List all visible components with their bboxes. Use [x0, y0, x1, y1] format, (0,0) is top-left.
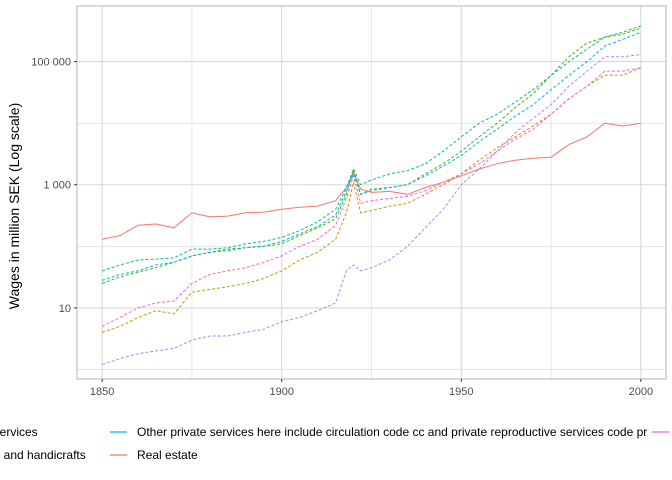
x-axis-ticks: 1850 1900 1950 2000	[90, 379, 653, 398]
x-tick-label: 1950	[449, 386, 473, 398]
legend-label: Other private services here include circ…	[137, 425, 647, 439]
plot-panel-border	[76, 5, 667, 380]
x-tick-label: 1900	[269, 386, 293, 398]
x-tick-label: 1850	[90, 386, 114, 398]
series-lines	[101, 25, 642, 366]
series-line-6	[101, 54, 641, 366]
y-tick-label: 100 000	[31, 57, 71, 69]
series-line-1	[101, 122, 641, 240]
legend: t services Other private services here in…	[0, 425, 669, 462]
legend-label: Real estate	[137, 448, 198, 462]
legend-label: ng and handicrafts	[0, 448, 86, 462]
series-line-7	[101, 67, 641, 327]
series-line-2	[101, 67, 642, 333]
legend-label: t services	[0, 425, 38, 439]
x-tick-label: 2000	[629, 386, 653, 398]
y-tick-label: 10	[59, 303, 71, 315]
series-line-5	[101, 31, 642, 281]
series-line-4	[101, 25, 642, 272]
grid-lines	[77, 6, 666, 379]
y-tick-label: 1 000	[43, 180, 71, 192]
y-axis-title: Wages in million SEK (Log scale)	[6, 103, 22, 309]
y-axis-ticks: 10 1 000 100 000	[31, 57, 77, 315]
